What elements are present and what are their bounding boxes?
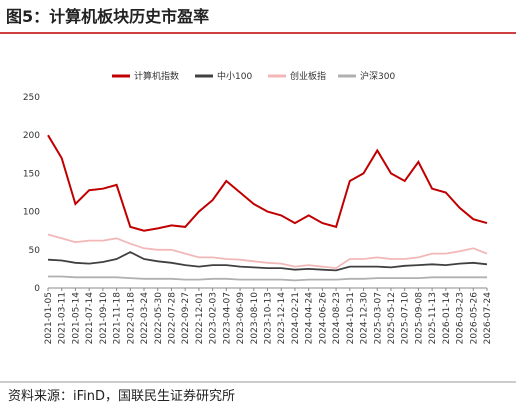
x-tick-label: 2021-07-14 — [85, 292, 95, 345]
x-tick-label: 2024-04-24 — [305, 292, 315, 345]
x-tick-label: 2021-01-05 — [44, 292, 54, 344]
series-line — [48, 275, 487, 282]
source: 资料来源：iFinD，国联民生证券研究所 — [8, 388, 235, 404]
y-tick-label: 250 — [23, 93, 40, 103]
x-tick-label: 2023-08-10 — [250, 292, 260, 345]
x-tick-label: 2022-05-30 — [154, 292, 164, 345]
x-tick-label: 2023-06-09 — [236, 292, 246, 345]
legend-label: 沪深300 — [360, 70, 395, 82]
x-tick-label: 2021-05-14 — [71, 292, 81, 345]
x-tick-label: 2024-10-31 — [346, 292, 356, 344]
x-tick-label: 2025-07-10 — [401, 292, 411, 345]
x-tick-label: 2022-01-18 — [126, 292, 136, 345]
x-tick-label: 2026-05-26 — [469, 292, 479, 345]
legend-label: 中小100 — [217, 70, 252, 82]
x-tick-label: 2026-03-23 — [456, 292, 466, 344]
x-tick-label: 2023-12-14 — [277, 292, 287, 345]
x-tick-label: 2021-03-11 — [58, 292, 68, 344]
y-tick-label: 50 — [29, 246, 41, 256]
legend-label: 创业板指 — [290, 70, 326, 82]
y-tick-label: 100 — [23, 208, 40, 218]
x-tick-label: 2022-07-28 — [167, 292, 177, 345]
y-tick-label: 200 — [23, 131, 40, 141]
x-tick-label: 2024-02-21 — [291, 292, 301, 344]
x-tick-label: 2024-12-30 — [360, 292, 370, 345]
x-tick-label: 2023-02-03 — [209, 292, 219, 344]
x-tick-label: 2026-01-14 — [442, 292, 452, 345]
y-tick-label: 0 — [34, 284, 40, 294]
series-line — [47, 233, 488, 270]
x-tick-label: 2026-07-24 — [483, 292, 493, 345]
series-line — [47, 251, 488, 272]
x-tick-label: 2025-03-07 — [373, 292, 383, 344]
x-tick-label: 2023-04-07 — [222, 292, 232, 344]
chart-title: 图5：计算机板块历史市盈率 — [6, 7, 209, 26]
x-tick-label: 2024-06-26 — [318, 292, 328, 345]
x-tick-label: 2021-11-18 — [113, 292, 123, 345]
x-tick-label: 2025-05-12 — [387, 292, 397, 344]
x-tick-label: 2023-10-13 — [264, 292, 274, 344]
x-tick-label: 2021-09-10 — [99, 292, 109, 345]
series-line — [47, 134, 488, 232]
legend-label: 计算机指数 — [134, 70, 179, 82]
y-tick-label: 150 — [23, 169, 40, 179]
x-tick-label: 2025-11-13 — [428, 292, 438, 344]
x-tick-label: 2022-12-01 — [195, 292, 205, 344]
x-tick-label: 2022-03-24 — [140, 292, 150, 345]
x-tick-label: 2024-08-23 — [332, 292, 342, 344]
x-tick-label: 2025-09-08 — [414, 292, 424, 345]
x-tick-label: 2022-09-27 — [181, 292, 191, 344]
